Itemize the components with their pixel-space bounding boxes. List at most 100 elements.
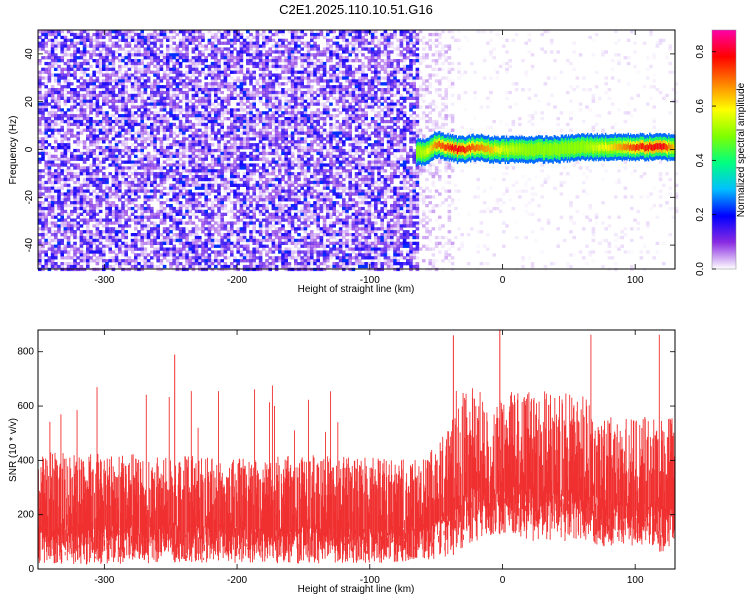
spectrogram-cell: [98, 195, 103, 199]
spectrogram-cell: [70, 151, 74, 156]
spectrogram-cell: [175, 177, 180, 182]
spectrogram-cell: [38, 131, 42, 135]
spectrogram-cell: [217, 186, 221, 190]
spectrogram-cell: [220, 53, 224, 57]
spectrogram-cell: [278, 177, 282, 182]
spectrogram-cell: [178, 88, 183, 92]
spectrogram-cell: [172, 160, 176, 164]
spectrogram-cell: [159, 166, 164, 170]
spectrogram-cell: [44, 128, 48, 132]
spectrogram-cell: [191, 241, 196, 245]
spectrogram-cell: [134, 221, 138, 225]
spectrogram-cell: [118, 59, 122, 63]
spectrogram-cell: [130, 96, 135, 100]
spectrogram-cell: [207, 96, 212, 100]
spectrogram-cell: [207, 169, 212, 173]
spectrogram-cell: [63, 93, 68, 98]
spectrogram-cell: [66, 238, 71, 243]
spectrogram-cell: [178, 186, 183, 190]
spectrogram-cell: [86, 88, 90, 92]
spectrogram-cell: [146, 230, 151, 234]
spectrogram-cell: [214, 56, 218, 60]
spectrogram-cell: [252, 221, 256, 225]
spectrogram-cell: [140, 134, 144, 138]
spectrogram-cell: [47, 88, 52, 92]
spectrogram-cell: [38, 30, 42, 34]
spectrogram-cell: [274, 259, 279, 263]
spectrogram-cell: [268, 146, 272, 150]
spectrogram-cell: [217, 53, 221, 57]
spectrogram-cell: [130, 59, 135, 63]
spectrogram-cell: [210, 151, 215, 156]
spectrogram-cell: [86, 134, 90, 138]
spectrogram-cell: [82, 38, 87, 42]
spectrogram-cell: [217, 259, 221, 263]
spectrogram-cell: [297, 183, 301, 187]
spectrogram-cell: [169, 172, 173, 176]
spectrogram-cell: [89, 177, 93, 182]
spectrogram-cell: [236, 93, 240, 98]
spectrogram-cell: [41, 215, 45, 219]
spectrogram-cell: [134, 183, 138, 187]
spectrogram-cell: [134, 215, 138, 219]
spectrogram-cell: [297, 85, 301, 89]
spectrogram-cell: [92, 50, 96, 54]
spectrogram-cell: [124, 105, 128, 109]
spectrogram-cell: [198, 259, 202, 263]
spectrogram-cell: [265, 206, 269, 211]
spectrogram-cell: [54, 137, 58, 141]
spectrogram-cell: [191, 102, 196, 106]
spectrogram-cell: [121, 73, 125, 77]
spectrogram-cell: [290, 143, 295, 147]
spectrogram-cell: [255, 41, 260, 45]
spectrogram-cell: [226, 128, 231, 132]
spectrogram-cell: [63, 134, 68, 138]
spectrogram-cell: [226, 244, 231, 248]
spectrogram-cell: [98, 82, 103, 86]
spectrogram-cell: [41, 192, 45, 196]
spectrogram-cell: [137, 59, 141, 63]
spectrogram-cell: [89, 64, 93, 69]
spectrogram-cell: [140, 227, 144, 231]
spectrogram-cell: [258, 59, 263, 63]
spectrogram-cell: [233, 111, 237, 115]
spectrogram-cell: [287, 99, 292, 103]
spectrogram-cell: [166, 50, 170, 54]
spectrogram-cell: [230, 70, 234, 74]
spectrogram-cell: [73, 32, 77, 37]
spectrogram-cell: [114, 117, 119, 121]
spectrogram-cell: [182, 134, 186, 138]
spectrogram-cell: [198, 90, 202, 95]
spectrogram-cell: [166, 38, 170, 42]
spectrogram-cell: [207, 227, 212, 231]
spectrogram-cell: [73, 73, 77, 77]
spectrogram-cell: [284, 88, 288, 92]
spectrogram-cell: [124, 114, 128, 118]
spectrogram-cell: [284, 241, 288, 245]
spectrogram-cell: [70, 212, 74, 216]
spectrogram-cell: [226, 108, 231, 112]
spectrogram-cell: [258, 256, 263, 260]
spectrogram-cell: [50, 256, 55, 260]
spectrogram-cell: [102, 134, 106, 138]
spectrogram-cell: [265, 183, 269, 187]
spectrogram-cell: [252, 50, 256, 54]
spectrogram-cell: [252, 169, 256, 173]
spectrogram-cell: [175, 148, 180, 153]
spectrogram-cell: [284, 76, 288, 80]
spectrogram-cell: [281, 195, 285, 199]
spectrogram-cell: [233, 90, 237, 95]
spectrogram-cell: [233, 204, 237, 208]
spectrogram-cell: [111, 212, 116, 216]
spectrogram-cell: [102, 79, 106, 83]
spectrogram-cell: [271, 256, 276, 260]
spectrogram-cell: [118, 38, 122, 42]
spectrogram-cell: [230, 180, 234, 185]
spectrogram-cell: [268, 172, 272, 176]
spectrogram-cell: [86, 209, 90, 214]
spectrogram-cell: [185, 73, 189, 77]
spectrogram-cell: [121, 88, 125, 92]
spectrogram-cell: [242, 204, 247, 208]
spectrogram-cell: [89, 119, 93, 124]
spectrogram-cell: [121, 99, 125, 103]
